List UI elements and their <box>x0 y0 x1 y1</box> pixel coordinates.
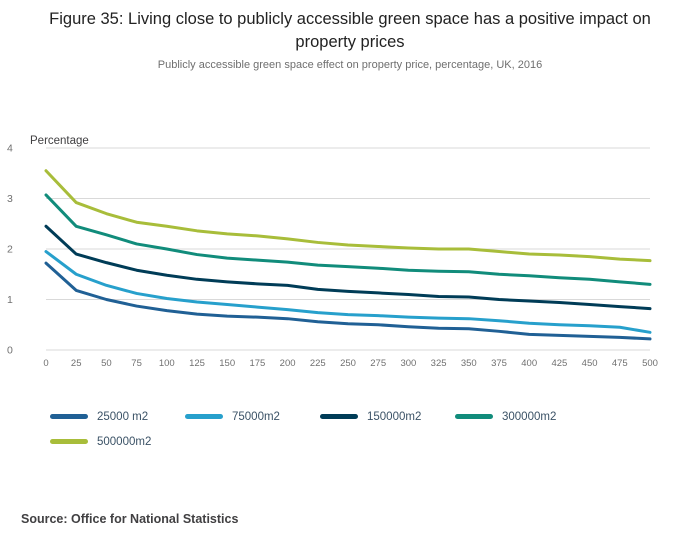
x-axis-tick-label: 75 <box>131 358 142 369</box>
x-axis-tick-label: 25 <box>71 358 82 369</box>
x-axis-tick-label: 425 <box>551 358 567 369</box>
legend-swatch <box>50 439 88 444</box>
x-axis-tick-label: 350 <box>461 358 477 369</box>
x-axis-tick-label: 125 <box>189 358 205 369</box>
chart-legend: 25000 m2 75000m2 150000m2 300000m2 500000m2 <box>50 404 610 454</box>
legend-item: 25000 m2 <box>50 404 185 429</box>
legend-item: 300000m2 <box>455 404 590 429</box>
x-axis-tick-label: 475 <box>612 358 628 369</box>
x-axis-tick-label: 175 <box>249 358 265 369</box>
x-axis-tick-label: 300 <box>400 358 416 369</box>
x-axis-tick-label: 225 <box>310 358 326 369</box>
y-axis-tick-label: 4 <box>7 143 13 155</box>
legend-label: 25000 m2 <box>97 410 149 423</box>
series-line-25000-m2 <box>44 261 652 341</box>
y-axis-tick-label: 1 <box>7 294 13 306</box>
x-axis-tick-label: 200 <box>280 358 296 369</box>
legend-swatch <box>320 414 358 419</box>
x-axis-tick-label: 50 <box>101 358 112 369</box>
x-axis-tick-label: 375 <box>491 358 507 369</box>
x-axis-tick-label: 0 <box>43 358 48 369</box>
source-text: Source: Office for National Statistics <box>21 512 239 526</box>
series-line-150000m2 <box>44 224 652 311</box>
x-axis-tick-label: 250 <box>340 358 356 369</box>
x-axis-tick-label: 275 <box>370 358 386 369</box>
x-axis-tick-label: 150 <box>219 358 235 369</box>
chart-subtitle: Publicly accessible green space effect o… <box>157 59 543 71</box>
legend-swatch <box>50 414 88 419</box>
series-line-300000m2 <box>44 193 652 286</box>
legend-label: 150000m2 <box>367 410 422 423</box>
series-line-75000m2 <box>44 250 652 334</box>
legend-item: 500000m2 <box>50 429 185 454</box>
x-axis-tick-label: 325 <box>431 358 447 369</box>
series-line-500000m2 <box>44 169 652 263</box>
chart-title: Figure 35: Living close to publicly acce… <box>49 10 651 52</box>
legend-item: 150000m2 <box>320 404 455 429</box>
y-axis-tick-label: 2 <box>7 244 13 256</box>
legend-label: 300000m2 <box>502 410 557 423</box>
line-chart: Percentage 0 1 2 3 4 0 25 50 75 100 125 150 175 200 22… <box>7 135 658 369</box>
legend-swatch <box>455 414 493 419</box>
y-axis-tick-label: 0 <box>7 345 13 357</box>
legend-swatch <box>185 414 223 419</box>
y-axis-title: Percentage <box>30 135 89 147</box>
x-axis-tick-label: 500 <box>642 358 658 369</box>
x-axis-tick-label: 100 <box>159 358 175 369</box>
legend-label: 75000m2 <box>232 410 280 423</box>
x-axis-tick-label: 450 <box>582 358 598 369</box>
legend-label: 500000m2 <box>97 435 152 448</box>
x-axis-tick-label: 400 <box>521 358 537 369</box>
legend-item: 75000m2 <box>185 404 320 429</box>
y-axis-tick-label: 3 <box>7 193 13 205</box>
